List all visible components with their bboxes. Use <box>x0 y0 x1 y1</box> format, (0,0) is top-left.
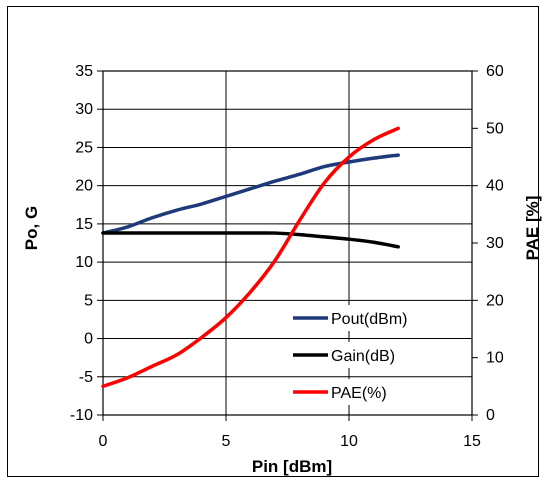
y-right-tick-label: 50 <box>486 120 504 137</box>
y-left-tick-label: 20 <box>75 178 93 195</box>
legend-label: Gain(dB) <box>331 348 395 365</box>
x-tick-label: 15 <box>463 433 481 450</box>
y-left-tick-label: 25 <box>75 139 93 156</box>
y-right-tick-label: 60 <box>486 63 504 80</box>
plot-area-border <box>102 70 473 416</box>
series-line-pae <box>101 126 400 389</box>
y-left-tick-label: 15 <box>75 216 93 233</box>
y-left-tick-label: 35 <box>75 63 93 80</box>
y-right-tick-label: 20 <box>486 292 504 309</box>
y-right-tick-label: 40 <box>486 178 504 195</box>
y-left-tick-label: 30 <box>75 101 93 118</box>
y-left-tick-label: 10 <box>75 254 93 271</box>
x-axis-label: Pin [dBm] <box>252 457 332 476</box>
y-left-tick-label: -10 <box>70 407 93 424</box>
legend-label: Pout(dBm) <box>331 311 407 328</box>
x-tick-label: 10 <box>340 433 358 450</box>
legend: Pout(dBm) Gain(dB) PAE(%) <box>286 305 448 405</box>
y-right-tick-label: 30 <box>486 235 504 252</box>
y-right-tick-label: 10 <box>486 350 504 367</box>
series-line-pout-dbm <box>101 153 400 235</box>
tick-labels: -10 -5 0 5 10 15 20 25 30 35 0 5 10 15 0 10 20 30 40 50 60 <box>70 63 504 450</box>
y-left-tick-label: 5 <box>84 292 93 309</box>
series-lines <box>101 126 400 389</box>
legend-label: PAE(%) <box>331 385 387 402</box>
x-tick-label: 5 <box>222 433 231 450</box>
chart-frame <box>7 6 539 477</box>
y-left-tick-label: -5 <box>79 369 93 386</box>
y-left-tick-label: 0 <box>84 331 93 348</box>
series-line-gain-db <box>101 231 400 249</box>
y-right-tick-label: 0 <box>486 407 495 424</box>
x-tick-label: 0 <box>99 433 108 450</box>
y-axis-right-label: PAE [%] <box>523 196 542 261</box>
axes <box>97 70 478 421</box>
y-axis-left-label: Po, G <box>22 206 41 250</box>
